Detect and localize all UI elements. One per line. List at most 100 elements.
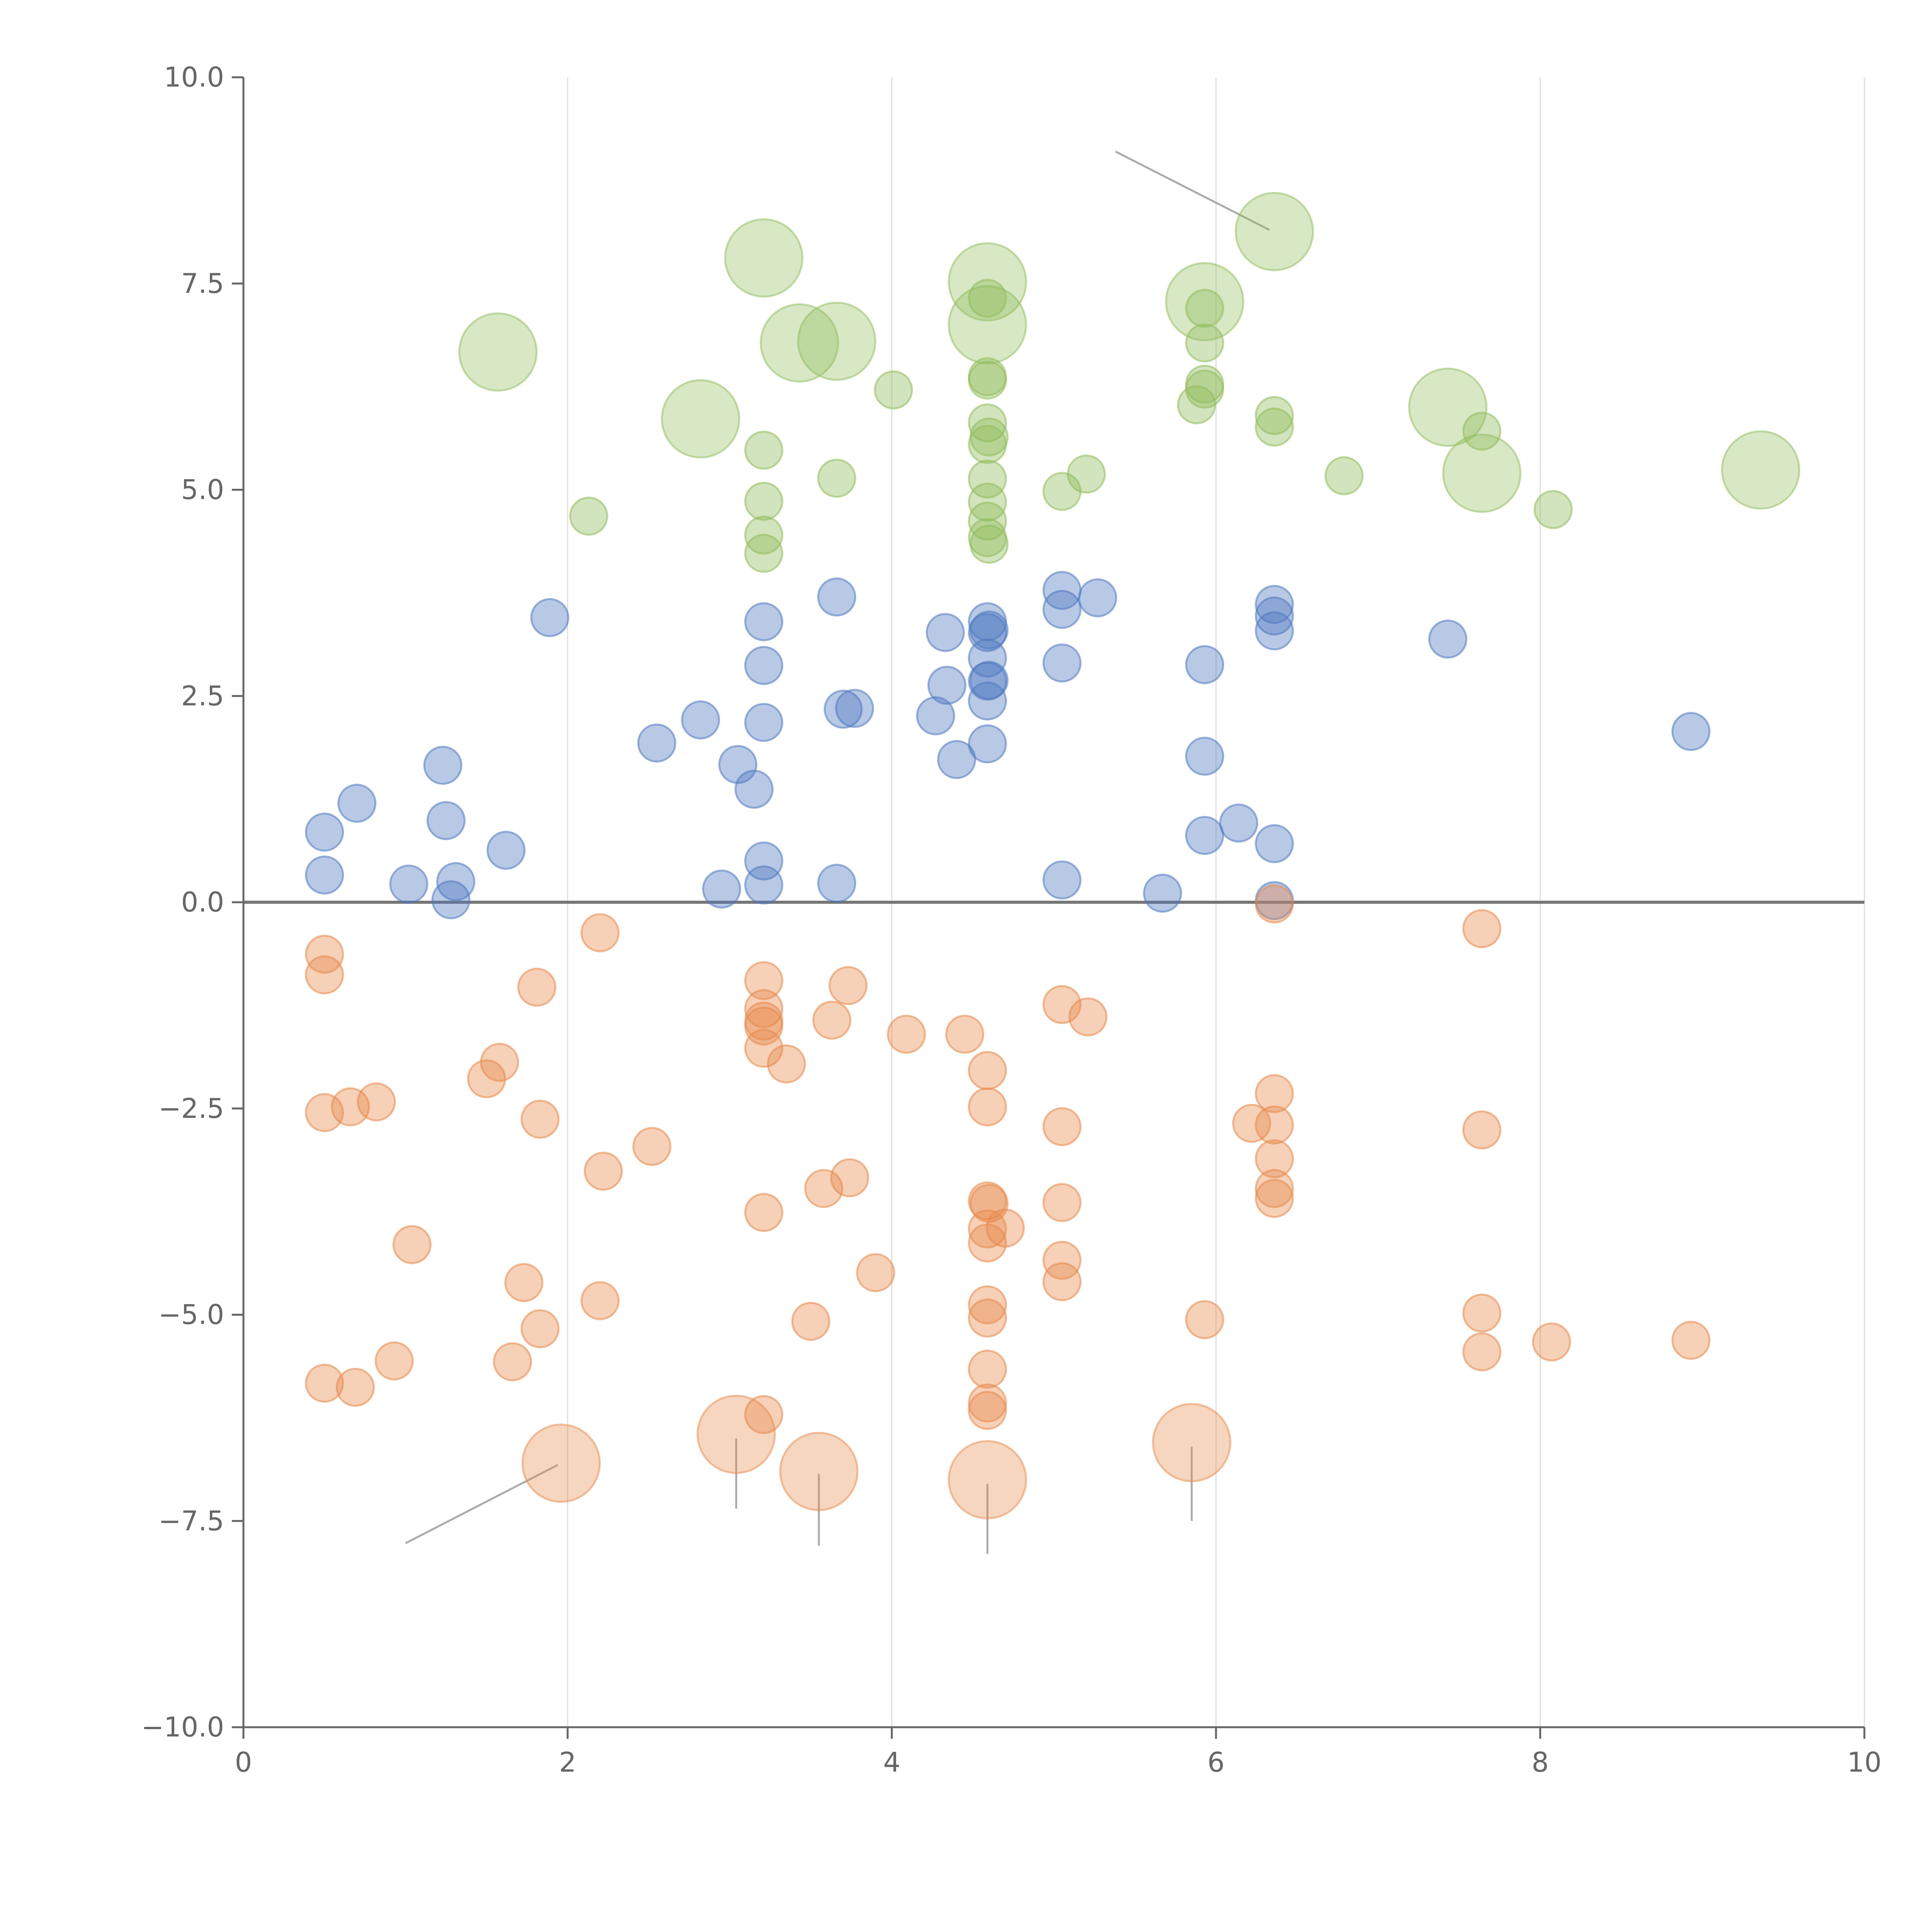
data-point [817, 864, 856, 903]
data-point [1462, 1332, 1502, 1372]
data-point [1255, 1169, 1294, 1208]
data-point [426, 801, 466, 840]
data-point [744, 865, 784, 905]
data-point [968, 1298, 1007, 1338]
data-point [744, 1029, 784, 1068]
data-point [968, 459, 1007, 499]
data-point [681, 700, 720, 740]
data-point [486, 830, 526, 870]
data-point [817, 459, 856, 498]
large-data-point [1235, 192, 1314, 271]
data-point [744, 1193, 784, 1232]
data-point [744, 481, 784, 521]
data-point [817, 577, 856, 617]
data-point [530, 598, 570, 637]
data-point [520, 1309, 560, 1349]
data-point [823, 689, 863, 729]
data-point [744, 961, 784, 1000]
data-point [1255, 884, 1294, 923]
data-points [305, 192, 1801, 1519]
data-point [1428, 619, 1468, 659]
data-point [305, 855, 344, 895]
data-point [887, 1015, 926, 1054]
data-point [1185, 323, 1225, 362]
data-point [337, 784, 377, 823]
data-point [1042, 1262, 1082, 1301]
data-point [1185, 289, 1225, 328]
y-tick-label: −5.0 [158, 1299, 224, 1331]
large-data-point [1165, 262, 1245, 342]
data-point [1066, 454, 1106, 494]
data-point [504, 1263, 544, 1302]
data-point [968, 681, 1007, 721]
data-point [305, 955, 344, 995]
data-point [968, 638, 1007, 678]
data-point [1532, 1322, 1571, 1362]
x-tick-label: 4 [883, 1747, 901, 1778]
data-point [1255, 596, 1294, 636]
data-point [1255, 396, 1294, 435]
data-point [1534, 490, 1573, 529]
data-point [1042, 1183, 1082, 1222]
data-point [968, 1051, 1007, 1090]
large-data-point [521, 1423, 601, 1503]
data-point [744, 703, 784, 742]
data-point [1042, 643, 1082, 683]
data-point [392, 1225, 432, 1264]
data-point [580, 913, 620, 952]
leader-line [405, 1464, 558, 1544]
data-point [916, 696, 955, 735]
data-point [804, 1169, 844, 1208]
x-axis-ticks: 0 2 4 6 8 10 [235, 1727, 1882, 1778]
data-point [744, 841, 784, 881]
data-point [1255, 407, 1294, 447]
data-point [968, 1349, 1007, 1389]
data-point [1671, 712, 1711, 751]
data-point [744, 1006, 784, 1046]
data-point [389, 864, 429, 904]
data-point [335, 1367, 375, 1407]
large-data-point [1408, 367, 1488, 447]
x-tick-label: 2 [559, 1747, 577, 1778]
large-data-point [1152, 1403, 1231, 1482]
large-data-point [948, 285, 1027, 364]
data-point [1078, 578, 1117, 617]
large-data-point [661, 379, 740, 459]
data-point [480, 1043, 519, 1082]
data-point [1462, 1293, 1502, 1333]
data-point [1255, 1179, 1294, 1218]
data-point [830, 1158, 869, 1197]
large-data-point [797, 301, 876, 381]
data-point [1462, 1110, 1502, 1150]
data-point [1042, 1241, 1082, 1280]
data-point [1143, 874, 1182, 913]
data-point [937, 740, 976, 779]
data-point [436, 862, 476, 901]
large-data-point [1442, 434, 1522, 513]
x-tick-label: 8 [1532, 1747, 1549, 1778]
data-point [1462, 909, 1502, 948]
data-point [702, 869, 742, 909]
large-data-point [948, 242, 1027, 321]
data-point [467, 1059, 506, 1099]
data-point [856, 1253, 895, 1293]
data-point [1255, 1074, 1294, 1113]
data-point [305, 1093, 344, 1132]
data-point [718, 745, 757, 784]
y-axis-ticks: −10.0 −7.5 −5.0 −2.5 0.0 2.5 5.0 7.5 10.0 [141, 61, 243, 1743]
data-point [744, 646, 784, 685]
data-point [1185, 645, 1225, 684]
data-point [423, 746, 463, 785]
y-tick-label: 2.5 [181, 680, 224, 712]
data-point [828, 966, 868, 1005]
data-point [1255, 824, 1294, 863]
data-point [583, 1151, 623, 1191]
data-point [569, 497, 609, 536]
data-point [1255, 611, 1294, 651]
x-tick-label: 0 [235, 1747, 252, 1778]
data-point [968, 403, 1007, 443]
large-data-point [458, 312, 538, 392]
data-point [305, 935, 344, 974]
data-point [734, 770, 774, 809]
